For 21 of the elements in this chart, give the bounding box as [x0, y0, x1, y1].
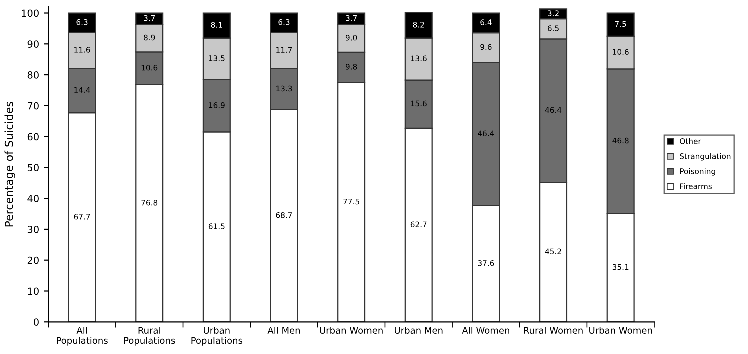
- y-tick-label: 70: [28, 102, 39, 110]
- y-tick-label: 100: [22, 10, 39, 18]
- y-tick-label: 40: [28, 195, 39, 202]
- x-tick-label: Rural Populations: [124, 327, 176, 346]
- x-tick-label: All Men: [268, 327, 300, 334]
- y-tick-label: 0: [34, 318, 39, 326]
- y-tick-label: 20: [28, 256, 39, 264]
- y-tick-label: 60: [28, 133, 39, 141]
- x-tick-label: Urban Populations: [192, 327, 243, 346]
- y-tick-label: 90: [28, 40, 39, 48]
- x-tick-label: All Women: [462, 327, 510, 334]
- y-tick-label: 30: [28, 226, 39, 234]
- x-tick-label: Urban Women: [590, 327, 652, 334]
- y-tick-label: 50: [28, 164, 39, 172]
- x-tick-label: Urban Men: [395, 327, 443, 334]
- x-tick-label: Urban Women: [320, 327, 383, 334]
- y-axis-title: Percentage of Suicides: [4, 102, 16, 227]
- x-tick-label: Rural Women: [524, 327, 583, 334]
- x-tick-label: All Populations: [57, 327, 108, 346]
- y-tick-label: 10: [28, 288, 39, 296]
- y-tick-label: 80: [28, 72, 39, 79]
